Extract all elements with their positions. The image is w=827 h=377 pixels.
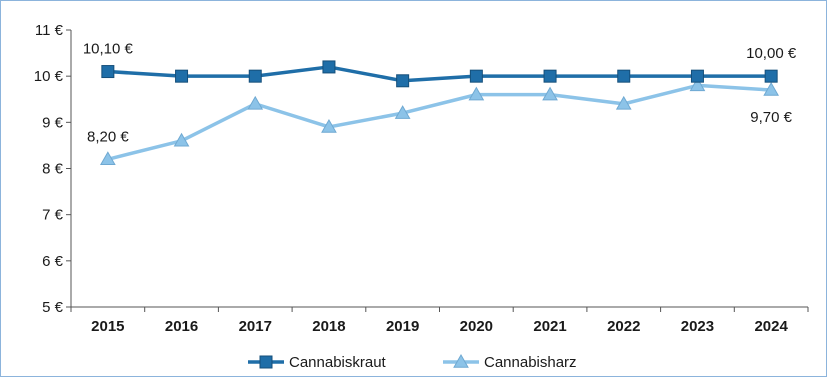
y-tick-label: 11 € <box>35 22 64 39</box>
data-point <box>173 132 190 147</box>
data-point <box>321 118 337 133</box>
x-tick-label: 2023 <box>681 318 714 335</box>
legend-label: Cannabiskraut <box>289 354 387 371</box>
y-tick-label: 8 € <box>42 161 64 178</box>
legend-marker <box>453 353 469 368</box>
data-point <box>764 69 778 83</box>
series-cannabisharz <box>99 77 780 166</box>
data-point <box>542 86 558 101</box>
x-tick-label: 2020 <box>460 318 493 335</box>
x-tick-label: 2021 <box>533 318 566 335</box>
y-tick-label: 10 € <box>34 68 64 85</box>
data-point <box>617 69 631 83</box>
data-label: 10,00 € <box>746 45 797 62</box>
legend-item-cannabiskraut: Cannabiskraut <box>248 354 387 371</box>
x-tick-label: 2019 <box>386 318 419 335</box>
data-point <box>690 69 704 83</box>
legend: Cannabiskraut Cannabisharz <box>248 353 577 371</box>
x-axis: 2015 2016 2017 2018 2019 2020 2021 2022 2023 2024 <box>70 306 809 335</box>
legend-item-cannabisharz: Cannabisharz <box>443 353 577 371</box>
data-point <box>99 151 116 166</box>
data-point <box>615 95 632 110</box>
x-tick-label: 2015 <box>91 318 124 335</box>
legend-marker <box>259 355 273 369</box>
x-tick-label: 2017 <box>239 318 272 335</box>
x-tick-label: 2016 <box>165 318 198 335</box>
series-line <box>107 83 772 161</box>
y-tick-label: 7 € <box>42 207 64 224</box>
data-point <box>322 60 336 74</box>
data-point <box>394 105 411 119</box>
legend-label: Cannabisharz <box>484 354 577 371</box>
data-point <box>763 82 780 96</box>
data-point <box>543 69 557 83</box>
data-label: 9,70 € <box>750 109 792 126</box>
data-label: 8,20 € <box>87 128 129 145</box>
annotation-layer: 10,10 € 10,00 € 8,20 € 9,70 € <box>83 41 797 146</box>
data-point <box>101 65 115 79</box>
data-point <box>689 77 706 92</box>
data-point <box>248 69 262 83</box>
y-tick-label: 9 € <box>42 114 64 131</box>
data-point <box>468 86 485 101</box>
data-label: 10,10 € <box>83 41 134 58</box>
data-point <box>396 74 410 88</box>
x-tick-label: 2022 <box>607 318 640 335</box>
data-point <box>247 95 264 110</box>
y-tick-label: 6 € <box>42 253 64 270</box>
y-axis: 5 € 6 € 7 € 8 € 9 € 10 € 11 € <box>34 22 72 316</box>
x-tick-label: 2018 <box>312 318 345 335</box>
data-point <box>469 69 483 83</box>
series-cannabiskraut <box>101 60 778 88</box>
y-tick-label: 5 € <box>42 299 64 316</box>
series-line <box>107 65 772 83</box>
series-layer <box>99 60 780 166</box>
x-tick-label: 2024 <box>754 318 788 335</box>
data-point <box>175 69 189 83</box>
